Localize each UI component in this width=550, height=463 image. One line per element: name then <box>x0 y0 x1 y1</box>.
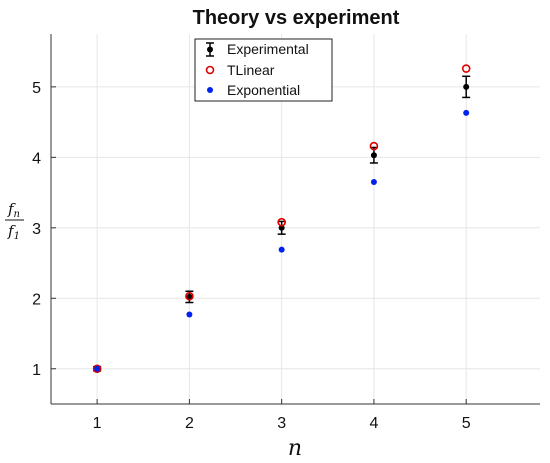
chart-title: Theory vs experiment <box>193 7 400 29</box>
y-tick-label: 3 <box>32 221 41 238</box>
legend-label-tlinear: TLinear <box>227 62 275 78</box>
y-ticks: 1 2 3 4 5 <box>32 80 56 379</box>
point-exponential <box>186 311 193 318</box>
point-experimental <box>463 83 470 90</box>
point-exponential <box>463 109 470 116</box>
point-experimental <box>186 293 193 300</box>
point-experimental <box>278 224 285 231</box>
y-tick-label: 5 <box>32 80 41 97</box>
x-tick-label: 4 <box>369 415 378 432</box>
point-exponential <box>278 246 285 253</box>
x-tick-label: 2 <box>185 415 194 432</box>
x-axis-label: n <box>288 436 302 461</box>
legend-box <box>194 38 333 102</box>
legend-label-exponential: Exponential <box>227 82 300 98</box>
legend: Experimental TLinear Exponential <box>194 38 333 102</box>
point-exponential <box>94 365 101 372</box>
legend-marker-exponential <box>207 87 213 93</box>
point-tlinear <box>277 217 286 227</box>
point-experimental <box>370 152 377 159</box>
legend-marker-tlinear <box>205 65 215 75</box>
x-tick-label: 1 <box>93 415 102 432</box>
x-ticks: 1 2 3 4 5 <box>93 399 471 432</box>
legend-item-tlinear: TLinear <box>205 62 275 78</box>
x-tick-label: 3 <box>277 415 286 432</box>
data-marks <box>92 64 471 374</box>
y-tick-label: 2 <box>32 291 41 308</box>
legend-label-experimental: Experimental <box>227 41 309 57</box>
point-tlinear <box>92 364 102 374</box>
y-tick-label: 4 <box>32 150 41 167</box>
y-label-numerator: fn <box>7 200 20 220</box>
legend-item-exponential: Exponential <box>207 82 300 98</box>
point-exponential <box>370 179 377 185</box>
point-tlinear <box>185 291 194 301</box>
x-tick-label: 5 <box>462 415 471 432</box>
y-axis-label: fn f1 <box>5 200 24 242</box>
legend-marker-experimental <box>207 46 213 53</box>
y-tick-label: 1 <box>32 362 41 379</box>
point-tlinear <box>461 64 471 73</box>
y-label-denominator: f1 <box>7 222 20 242</box>
point-tlinear <box>369 141 379 151</box>
legend-item-experimental: Experimental <box>206 41 309 57</box>
